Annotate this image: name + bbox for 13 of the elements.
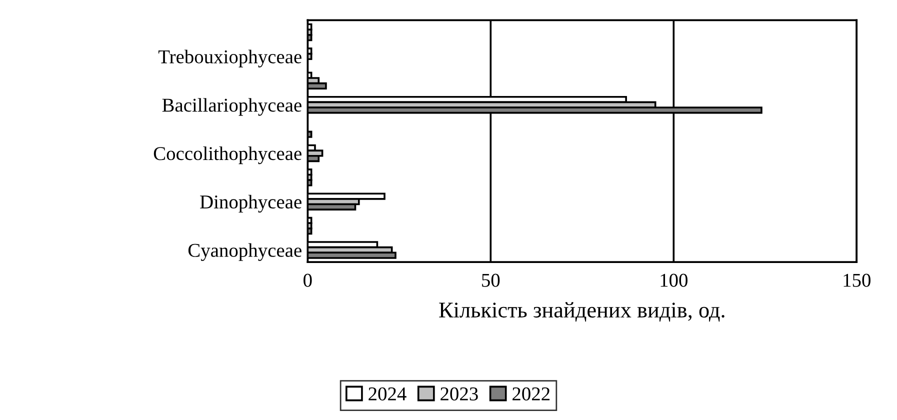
x-tick-label: 50 <box>482 274 500 287</box>
x-axis-title: Кількість знайдених видів, од. <box>439 302 724 322</box>
legend-label: 2022 <box>512 387 550 400</box>
y-tick-label: Dinophyceae <box>200 194 302 213</box>
x-tick-label: 0 <box>304 274 312 287</box>
y-tick-label: Cyanophyceae <box>188 243 302 261</box>
y-tick-label: Coccolithophyceae <box>154 146 302 164</box>
y-tick-label: Bacillariophyceae <box>162 98 302 116</box>
legend-label: 2023 <box>440 387 478 400</box>
x-tick-label: 150 <box>844 274 870 287</box>
y-tick-label: Trebouxiophyceae <box>158 50 302 68</box>
legend-label: 2024 <box>368 387 406 400</box>
x-tick-label: 100 <box>660 274 688 287</box>
